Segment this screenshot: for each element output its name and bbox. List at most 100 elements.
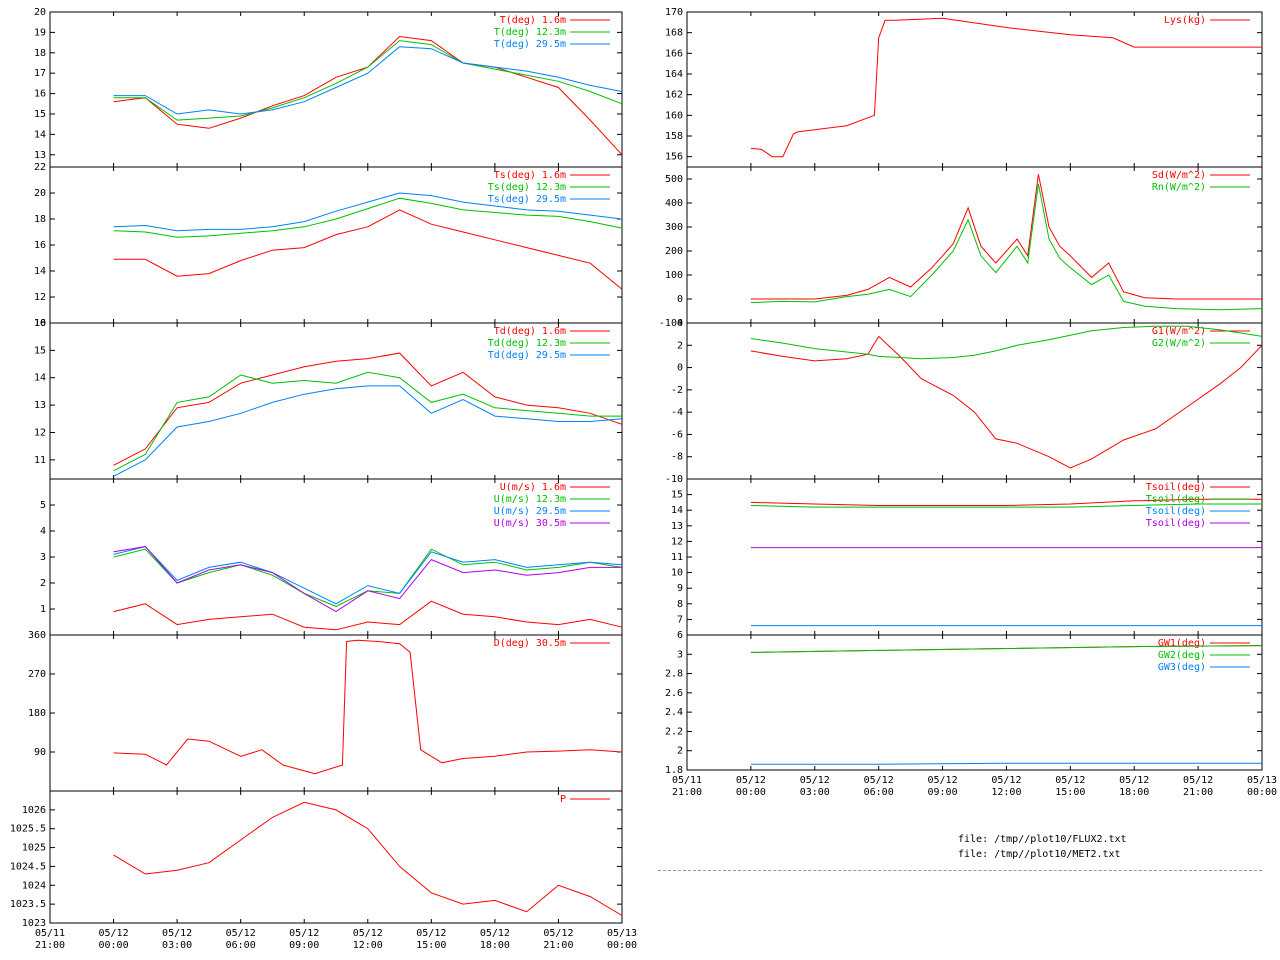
series-line-right-1-0	[750, 17, 1262, 158]
x-tick-label-time: 00:00	[607, 940, 637, 951]
y-tick-label: 22	[34, 162, 46, 173]
y-tick-label: 1026	[22, 805, 46, 816]
x-tick-label-date: 05/12	[991, 775, 1021, 786]
legend-label: T(deg) 29.5m	[494, 39, 566, 50]
series-line-right-2-1	[750, 183, 1263, 311]
y-tick-label: 166	[665, 48, 683, 59]
y-tick-label: 90	[34, 747, 46, 758]
legend-label: U(m/s) 29.5m	[494, 506, 566, 517]
y-tick-label: 400	[665, 198, 683, 209]
y-tick-label: 3	[677, 649, 683, 660]
y-tick-label: 15	[34, 109, 46, 120]
legend-label: GW2(deg)	[1158, 650, 1206, 661]
legend-label: Td(deg) 12.3m	[488, 338, 566, 349]
legend-label: U(m/s) 12.3m	[494, 494, 566, 505]
x-tick-label-time: 06:00	[226, 940, 256, 951]
legend-label: GW1(deg)	[1158, 638, 1206, 649]
series-line-left-4-2	[113, 546, 623, 605]
series-line-left-2-1	[113, 197, 623, 238]
x-tick-label-date: 05/11	[672, 775, 702, 786]
x-tick-label-date: 05/13	[1247, 775, 1277, 786]
series-line-right-4-0	[750, 498, 1262, 506]
legend-label: D(deg) 30.5m	[494, 638, 566, 649]
y-tick-label: 14	[34, 373, 46, 384]
x-tick-label-time: 09:00	[289, 940, 319, 951]
y-tick-label: 1	[40, 604, 46, 615]
x-tick-label-time: 15:00	[1055, 787, 1085, 798]
x-tick-label-time: 00:00	[99, 940, 129, 951]
legend-label: P	[560, 794, 566, 805]
y-tick-label: 0	[677, 294, 683, 305]
series-line-right-3-0	[750, 335, 1263, 469]
y-tick-label: 360	[28, 630, 46, 641]
x-tick-label-date: 05/12	[162, 928, 192, 939]
y-tick-label: 19	[34, 27, 46, 38]
y-tick-label: 2.2	[665, 726, 683, 737]
y-tick-label: 180	[28, 708, 46, 719]
y-tick-label: 16	[34, 240, 46, 251]
y-tick-label: 13	[34, 400, 46, 411]
y-tick-label: 18	[34, 214, 46, 225]
series-line-right-5-1	[750, 645, 1263, 653]
x-tick-label-time: 21:00	[672, 787, 702, 798]
panel-frame-right-1	[686, 11, 1263, 168]
y-tick-label: -100	[659, 318, 683, 329]
series-line-left-1-2	[113, 46, 623, 115]
y-tick-label: 18	[34, 48, 46, 59]
legend-label: Td(deg) 29.5m	[488, 350, 566, 361]
footer-divider	[658, 870, 1262, 871]
legend-label: GW3(deg)	[1158, 662, 1206, 673]
x-tick-label-date: 05/12	[416, 928, 446, 939]
panel-frame-right-5	[686, 634, 1263, 771]
x-tick-label-time: 03:00	[800, 787, 830, 798]
y-tick-label: 12	[671, 536, 683, 547]
legend-label: U(m/s) 30.5m	[494, 518, 566, 529]
series-line-right-4-1	[750, 503, 1262, 508]
y-tick-label: 160	[665, 110, 683, 121]
series-line-left-4-3	[113, 546, 622, 613]
series-line-left-4-0	[113, 600, 623, 631]
x-tick-label-date: 05/12	[289, 928, 319, 939]
legend-label: G1(W/m^2)	[1152, 326, 1206, 337]
y-tick-label: 2	[40, 578, 46, 589]
x-tick-label-date: 05/12	[99, 928, 129, 939]
y-tick-label: 13	[671, 521, 683, 532]
y-tick-label: 156	[665, 152, 683, 163]
legend-label: Rn(W/m^2)	[1152, 182, 1206, 193]
x-tick-label-date: 05/12	[543, 928, 573, 939]
x-tick-label-time: 06:00	[864, 787, 894, 798]
y-tick-label: 6	[677, 630, 683, 641]
legend-label: Sd(W/m^2)	[1152, 170, 1206, 181]
y-tick-label: 16	[34, 318, 46, 329]
legend-label: Ts(deg) 29.5m	[488, 194, 566, 205]
y-tick-label: -2	[671, 385, 683, 396]
x-tick-label-time: 12:00	[353, 940, 383, 951]
y-tick-label: 15	[34, 345, 46, 356]
x-tick-label-date: 05/12	[736, 775, 766, 786]
x-tick-label-time: 00:00	[1247, 787, 1277, 798]
y-tick-label: 1025	[22, 843, 46, 854]
legend-label: Tsoil(deg)	[1146, 482, 1206, 493]
y-tick-label: 2	[677, 746, 683, 757]
x-tick-label-date: 05/12	[1119, 775, 1149, 786]
y-tick-label: 200	[665, 246, 683, 257]
y-tick-label: 11	[34, 455, 46, 466]
series-line-right-2-0	[750, 174, 1262, 300]
x-tick-label-date: 05/12	[1055, 775, 1085, 786]
y-tick-label: 1023.5	[10, 899, 46, 910]
legend-label: G2(W/m^2)	[1152, 338, 1206, 349]
x-tick-label-time: 12:00	[991, 787, 1021, 798]
y-tick-label: 1.8	[665, 765, 683, 776]
y-tick-label: 12	[34, 292, 46, 303]
series-line-right-5-2	[750, 762, 1262, 765]
y-tick-label: 162	[665, 90, 683, 101]
x-tick-label-date: 05/12	[480, 928, 510, 939]
y-tick-label: 164	[665, 69, 683, 80]
series-line-left-3-2	[113, 385, 623, 477]
x-tick-label-time: 18:00	[1119, 787, 1149, 798]
x-tick-label-date: 05/12	[1183, 775, 1213, 786]
series-line-left-3-0	[113, 352, 623, 466]
legend-label: Tsoil(deg)	[1146, 518, 1206, 529]
series-line-left-2-0	[113, 209, 623, 290]
y-tick-label: 14	[34, 129, 46, 140]
